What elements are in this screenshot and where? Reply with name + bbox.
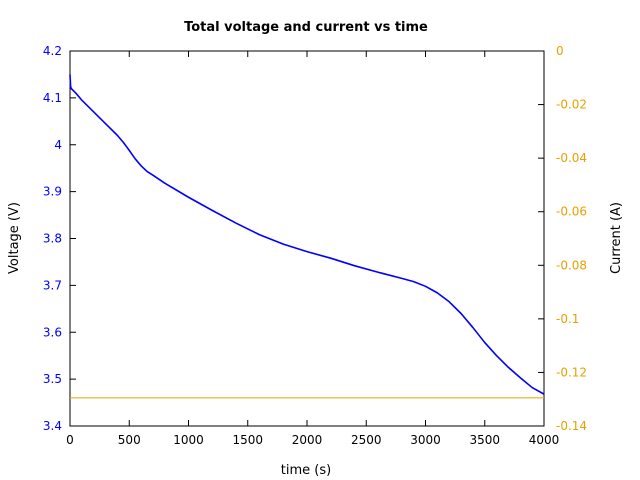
y-left-axis-label: Voltage (V) <box>7 202 22 274</box>
chart-title: Total voltage and current vs time <box>184 20 428 35</box>
x-tick-label: 3000 <box>410 433 441 447</box>
y-left-tick-label: 3.4 <box>43 419 62 433</box>
y-left-tick-label: 4.2 <box>43 44 62 58</box>
x-tick-label: 0 <box>66 433 74 447</box>
x-tick-label: 1500 <box>232 433 263 447</box>
x-tick-label: 4000 <box>529 433 560 447</box>
y-left-tick-label: 4.1 <box>43 91 62 105</box>
y-left-tick-label: 3.8 <box>43 232 62 246</box>
y-left-tick-label: 3.9 <box>43 185 62 199</box>
y-right-tick-label: -0.04 <box>556 151 587 165</box>
x-tick-label: 3500 <box>469 433 500 447</box>
y-right-tick-label: -0.12 <box>556 365 587 379</box>
y-right-tick-label: 0 <box>556 44 564 58</box>
x-tick-label: 2000 <box>292 433 323 447</box>
y-right-tick-label: -0.02 <box>556 98 587 112</box>
y-left-tick-label: 3.5 <box>43 372 62 386</box>
y-right-tick-label: -0.1 <box>556 312 579 326</box>
y-right-axis-label: Current (A) <box>609 202 624 274</box>
y-left-tick-label: 3.6 <box>43 325 62 339</box>
y-right-tick-label: -0.06 <box>556 205 587 219</box>
x-axis-label: time (s) <box>281 463 331 478</box>
x-tick-label: 500 <box>118 433 141 447</box>
x-tick-label: 1000 <box>173 433 204 447</box>
y-right-tick-label: -0.08 <box>556 258 587 272</box>
y-left-tick-label: 4 <box>54 138 62 152</box>
plot-frame <box>69 50 545 427</box>
y-left-tick-label: 3.7 <box>43 278 62 292</box>
plot-area: 0 500 1000 1500 2000 2500 3000 3500 4000 3.4 3.5 3.… <box>43 44 587 447</box>
voltage-series-line <box>69 74 545 395</box>
x-tick-label: 2500 <box>351 433 382 447</box>
y-right-tick-label: -0.14 <box>556 419 587 433</box>
